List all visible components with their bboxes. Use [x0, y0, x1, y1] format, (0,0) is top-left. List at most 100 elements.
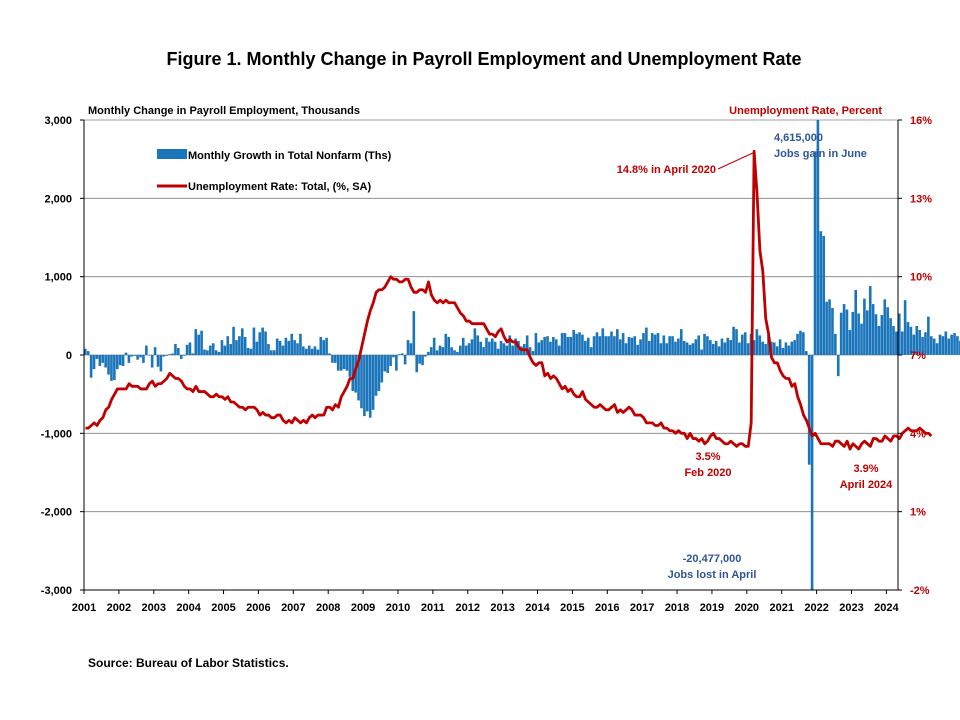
bar	[938, 334, 942, 355]
bar	[200, 330, 203, 355]
bar	[575, 333, 578, 355]
bar	[639, 339, 642, 355]
bar	[839, 312, 843, 355]
bar	[836, 355, 840, 377]
bar	[706, 336, 709, 355]
bar	[508, 335, 512, 355]
bar	[709, 340, 712, 355]
x-tick-label: 2001	[72, 602, 96, 614]
left-tick-label: -3,000	[41, 585, 72, 597]
bar	[502, 343, 506, 355]
bar	[159, 355, 163, 372]
x-tick-label: 2024	[874, 602, 899, 614]
bar	[162, 355, 166, 357]
bar	[656, 333, 660, 355]
bar	[113, 355, 116, 381]
bar	[220, 340, 224, 355]
chart-title: Figure 1. Monthly Change in Payroll Empl…	[166, 49, 801, 69]
x-tick-label: 2018	[665, 602, 689, 614]
bar	[720, 338, 724, 355]
bar	[226, 336, 230, 355]
bar	[825, 301, 828, 355]
bar	[191, 353, 195, 355]
bar	[767, 334, 770, 355]
bar	[935, 343, 939, 355]
bar	[424, 355, 427, 357]
bar	[714, 340, 718, 355]
bar	[491, 338, 494, 355]
bar	[325, 337, 328, 355]
bar	[729, 340, 732, 355]
x-tick-label: 2021	[769, 602, 793, 614]
bar	[136, 355, 139, 360]
bar	[453, 350, 456, 355]
bar	[470, 339, 474, 355]
bar	[688, 344, 692, 355]
bar	[671, 336, 674, 355]
bar	[377, 355, 381, 392]
right-tick-label: -2%	[910, 585, 930, 597]
x-tick-label: 2020	[735, 602, 759, 614]
bar	[197, 334, 200, 355]
bar	[860, 323, 863, 355]
bar	[89, 355, 93, 378]
bar	[944, 331, 948, 355]
left-tick-label: -2,000	[41, 507, 72, 519]
bar	[124, 352, 128, 355]
bar	[647, 340, 651, 355]
bar	[319, 336, 323, 355]
bar	[235, 340, 238, 355]
bar	[874, 314, 878, 355]
bar	[249, 348, 253, 355]
bar	[584, 340, 587, 355]
x-tick-label: 2008	[316, 602, 340, 614]
bar	[371, 355, 375, 410]
bar	[514, 338, 517, 355]
bar	[246, 347, 250, 355]
bar	[153, 347, 157, 355]
bar	[496, 348, 500, 355]
bar	[363, 355, 366, 417]
bar	[845, 309, 849, 355]
bar	[351, 355, 355, 392]
bar	[179, 355, 183, 359]
bar	[328, 353, 331, 355]
bar	[863, 298, 866, 355]
bar	[232, 326, 235, 355]
bar	[467, 343, 471, 355]
left-tick-label: -1,000	[41, 428, 72, 440]
bar	[95, 355, 99, 359]
bar	[694, 339, 698, 355]
x-tick-label: 2005	[211, 602, 235, 614]
annotation-text: 14.8% in April 2020	[617, 164, 716, 176]
bar	[950, 334, 953, 355]
bar	[758, 335, 762, 355]
bar	[842, 304, 846, 355]
bar	[403, 355, 407, 365]
bar	[653, 334, 657, 355]
bar	[807, 355, 811, 465]
bar	[781, 347, 785, 355]
bar	[281, 345, 285, 355]
bar	[871, 304, 875, 355]
bar	[752, 340, 756, 355]
bar	[307, 345, 311, 355]
bar	[374, 355, 378, 396]
bar	[272, 350, 276, 355]
bar	[604, 336, 607, 355]
axes: 3,000 2,000 1,000 0 -1,000 -2,000 -3,000 16% 13%…	[41, 115, 932, 614]
bar	[255, 341, 259, 355]
bar	[488, 341, 491, 355]
bar	[834, 333, 837, 355]
bar	[578, 332, 581, 355]
bar	[438, 345, 442, 355]
bar	[211, 343, 215, 355]
bar	[365, 355, 369, 412]
bar	[691, 343, 695, 355]
bar	[645, 327, 648, 355]
bar	[682, 340, 686, 355]
bar	[392, 355, 395, 358]
bar	[206, 350, 209, 355]
bar	[918, 329, 921, 355]
bar	[493, 341, 497, 355]
